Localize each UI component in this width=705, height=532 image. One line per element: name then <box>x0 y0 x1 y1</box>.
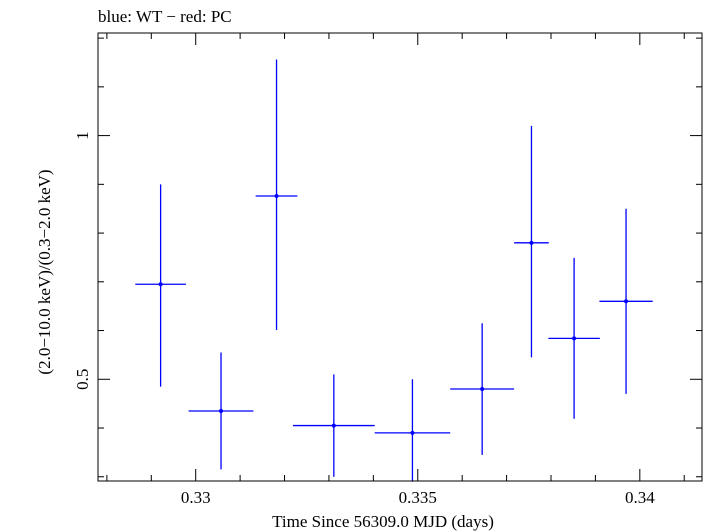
data-point <box>548 257 600 419</box>
data-point <box>450 323 515 455</box>
data-point <box>599 208 653 394</box>
y-tick-labels: 0.51 <box>73 131 92 390</box>
chart-title: blue: WT − red: PC <box>98 7 232 26</box>
point-marker <box>331 423 336 428</box>
x-tick-label: 0.335 <box>399 488 437 507</box>
y-tick-label: 1 <box>73 131 92 140</box>
plot-frame <box>97 32 703 482</box>
point-marker <box>572 336 577 341</box>
point-marker <box>158 282 163 287</box>
data-point <box>255 59 298 331</box>
point-marker <box>624 299 629 304</box>
data-point <box>135 184 186 387</box>
point-marker <box>410 430 415 435</box>
point-marker <box>274 194 279 199</box>
x-tick-label: 0.33 <box>181 488 211 507</box>
point-marker <box>529 240 534 245</box>
x-tick-labels: 0.33 0.335 0.34 <box>181 488 655 507</box>
x-tick-label: 0.34 <box>625 488 655 507</box>
data-point <box>292 374 375 477</box>
y-tick-label: 0.5 <box>73 369 92 390</box>
data-points <box>135 59 653 482</box>
data-point <box>374 379 451 482</box>
point-marker <box>480 387 485 392</box>
point-marker <box>219 408 224 413</box>
y-axis-label: (2.0−10.0 keV)/(0.3−2.0 keV) <box>35 169 54 374</box>
axis-ticks <box>98 33 702 481</box>
x-axis-label: Time Since 56309.0 MJD (days) <box>272 512 494 531</box>
data-point <box>188 352 254 470</box>
data-point <box>514 125 549 358</box>
